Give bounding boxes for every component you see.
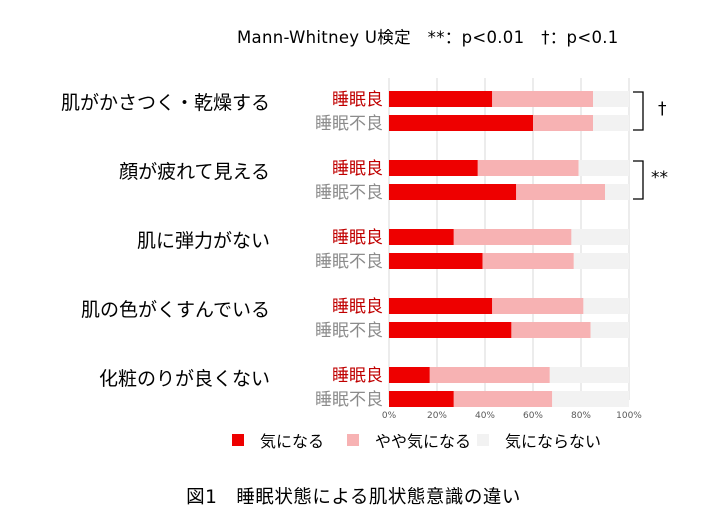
bar-segment	[573, 253, 629, 269]
x-tick-label: 60%	[523, 411, 543, 421]
x-tick-label: 40%	[475, 411, 495, 421]
category-label: 肌の色がくすんでいる	[81, 299, 270, 321]
bar-segment	[492, 91, 593, 107]
bar-segment	[583, 298, 629, 314]
group-label: 睡眠良	[332, 366, 383, 386]
bar-segment	[389, 229, 454, 245]
legend-item-2: やや気になる	[347, 430, 472, 451]
legend-item-3: 気にならない	[477, 430, 602, 451]
legend-label-3: 気にならない	[505, 432, 602, 451]
legend-label-1: 気になる	[260, 432, 325, 451]
significance-bracket	[633, 160, 644, 200]
significance-brackets: † **	[633, 91, 668, 200]
category-label: 肌に弾力がない	[137, 230, 270, 252]
x-tick-label: 0%	[382, 411, 397, 421]
bar-segment	[477, 160, 579, 176]
x-axis-ticks: 0% 20% 40% 60% 80% 100%	[382, 411, 642, 421]
bar-segment	[533, 115, 593, 131]
group-label: 睡眠不良	[315, 252, 383, 272]
bar-segment	[516, 184, 605, 200]
x-tick-label: 20%	[427, 411, 447, 421]
bar-segment	[429, 367, 550, 383]
category-label: 肌がかさつく・乾燥する	[61, 92, 270, 114]
bar-segment	[389, 184, 517, 200]
bar-segment	[571, 229, 629, 245]
bar-segment	[389, 160, 478, 176]
significance-mark: **	[651, 168, 668, 188]
legend-label-2: やや気になる	[375, 432, 472, 451]
bar-segment	[389, 367, 430, 383]
group-label: 睡眠不良	[315, 321, 383, 341]
bar-segment	[578, 160, 629, 176]
bar-segment	[511, 322, 591, 338]
significance-mark: †	[658, 99, 667, 119]
figure-caption: 図1 睡眠状態による肌状態意識の違い	[186, 487, 521, 508]
bar-segment	[389, 253, 483, 269]
bars	[389, 91, 629, 407]
group-label: 睡眠不良	[315, 183, 383, 203]
group-label: 睡眠良	[332, 297, 383, 317]
bar-segment	[552, 391, 629, 407]
group-label: 睡眠不良	[315, 114, 383, 134]
legend-swatch-1	[232, 434, 244, 446]
bar-segment	[593, 91, 629, 107]
group-label: 睡眠良	[332, 90, 383, 110]
category-label: 顔が疲れて見える	[119, 161, 270, 183]
significance-bracket	[633, 91, 644, 131]
bar-segment	[590, 322, 629, 338]
bar-segment	[389, 115, 533, 131]
bar-segment	[482, 253, 574, 269]
x-tick-label: 100%	[616, 411, 642, 421]
legend-swatch-3	[477, 434, 489, 446]
bar-segment	[593, 115, 629, 131]
bar-segment	[453, 391, 553, 407]
bar-segment	[389, 391, 454, 407]
bar-segment	[549, 367, 629, 383]
bar-segment	[453, 229, 572, 245]
group-label: 睡眠不良	[315, 390, 383, 410]
bar-segment	[389, 91, 493, 107]
legend-item-1: 気になる	[232, 430, 325, 451]
bar-segment	[389, 322, 512, 338]
group-label: 睡眠良	[332, 228, 383, 248]
legend-swatch-2	[347, 434, 359, 446]
bar-segment	[492, 298, 584, 314]
group-label: 睡眠良	[332, 159, 383, 179]
bar-segment	[389, 298, 493, 314]
x-tick-label: 80%	[571, 411, 591, 421]
category-label: 化粧のりが良くない	[99, 368, 270, 390]
test-note: Mann-Whitney U検定 **：p<0.01 †：p<0.1	[237, 28, 619, 47]
bar-segment	[605, 184, 629, 200]
